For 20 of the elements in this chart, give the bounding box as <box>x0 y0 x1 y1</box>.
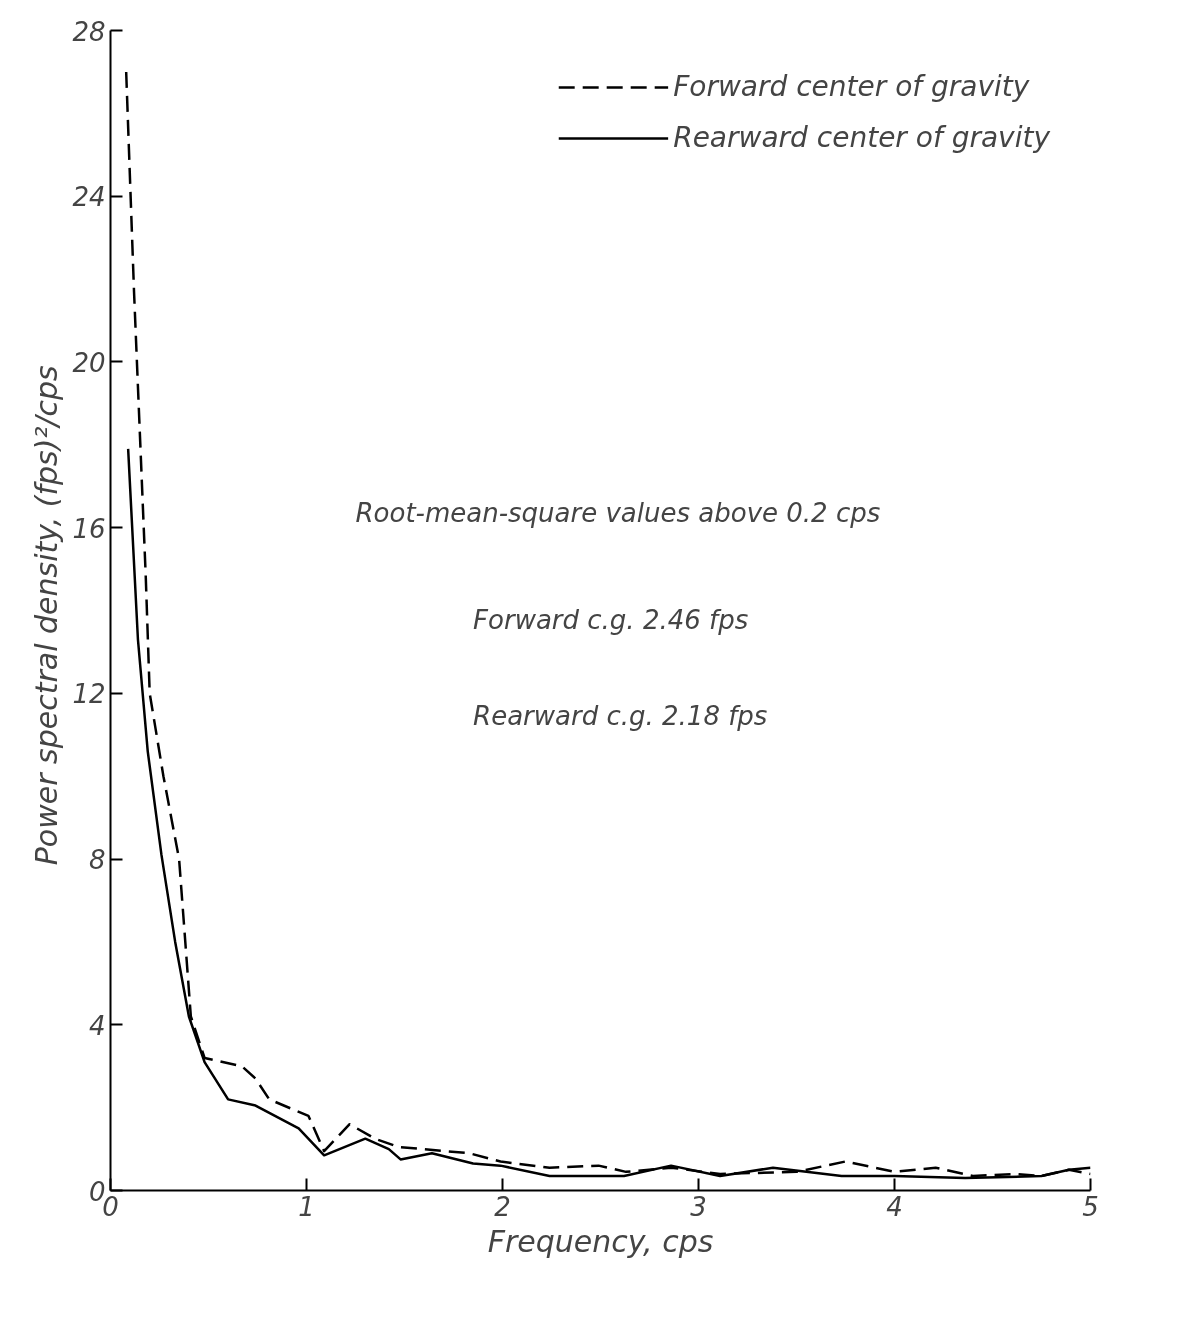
x-tick-label: 5 <box>1082 1191 1099 1222</box>
y-tick-label: 20 <box>72 347 106 378</box>
y-tick-label: 24 <box>72 182 106 213</box>
y-axis-title: Power spectral density, (fps)²/cps <box>29 365 65 866</box>
annotation: Forward c.g. 2.46 fps <box>473 605 749 636</box>
legend-label: Rearward center of gravity <box>673 121 1050 154</box>
y-tick-label: 8 <box>88 845 106 876</box>
annotation: Rearward c.g. 2.18 fps <box>473 700 768 731</box>
y-tick-label: 12 <box>72 679 106 710</box>
line-series <box>124 70 1091 1178</box>
x-tick-label: 1 <box>298 1191 315 1222</box>
y-tick-label: 4 <box>88 1010 106 1041</box>
x-tick-label: 2 <box>494 1191 511 1222</box>
y-tick-label: 16 <box>72 513 106 544</box>
x-tick-label: 3 <box>690 1191 707 1222</box>
legend-label: Forward center of gravity <box>673 70 1030 103</box>
y-tick-label: 28 <box>72 16 106 47</box>
annotation: Root-mean-square values above 0.2 cps <box>355 497 881 528</box>
x-axis-title: Frequency, cps <box>487 1223 714 1259</box>
x-tick-label: 4 <box>886 1191 903 1222</box>
